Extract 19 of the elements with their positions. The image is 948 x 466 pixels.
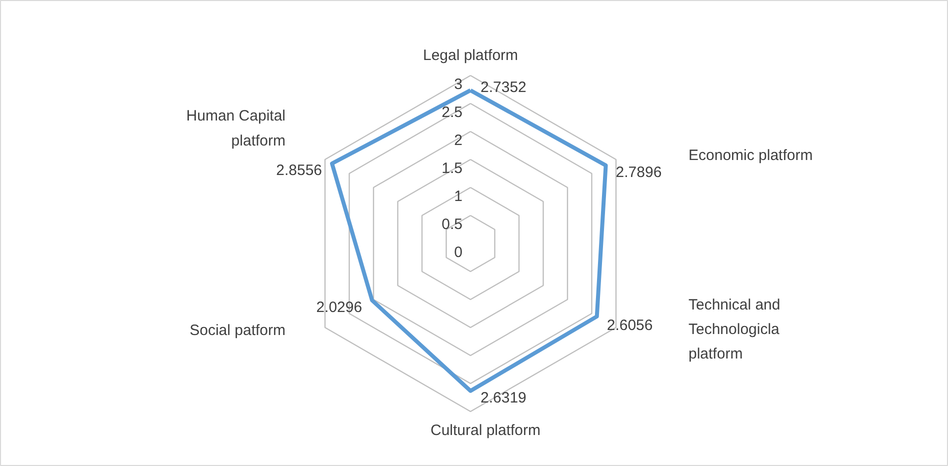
spoke-label: Technical and Technologicla platform	[688, 296, 780, 363]
spoke-label: Social patform	[190, 322, 286, 339]
data-label: 2.7896	[616, 164, 662, 181]
data-label: 2.0296	[316, 298, 362, 316]
spoke-label: Legal platform	[422, 47, 518, 64]
data-label: 2.8556	[276, 162, 322, 180]
data-label: 2.7352	[480, 78, 526, 96]
y-tick-label: 1.5	[442, 160, 463, 177]
y-tick-label: 2.5	[442, 104, 463, 121]
y-tick-label: 0	[454, 244, 462, 261]
spoke-label: Cultural platform	[430, 422, 541, 439]
y-tick-label: 2	[454, 132, 462, 149]
y-tick-label: 0.5	[442, 216, 463, 233]
spoke-label: Economic platform	[688, 147, 813, 164]
y-tick-label: 3	[454, 76, 462, 93]
y-tick-label: 1	[454, 188, 462, 205]
spoke-label: Human Capital platform	[186, 108, 286, 150]
data-label: 2.6319	[480, 389, 526, 406]
data-label: 2.6056	[606, 316, 653, 334]
